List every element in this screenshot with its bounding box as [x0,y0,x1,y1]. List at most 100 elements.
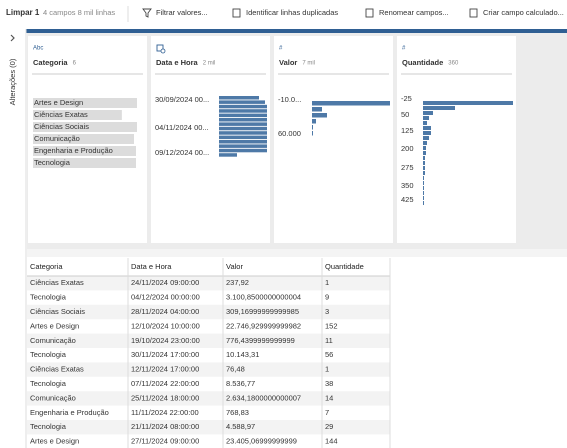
axis-label: 04/11/2024 00... [155,123,209,132]
histogram-bar[interactable] [423,181,424,185]
histogram-bar[interactable] [312,113,327,118]
histogram-bar[interactable] [219,118,267,122]
histogram-bar[interactable] [423,146,426,150]
field-name[interactable]: Quantidade [402,58,443,67]
histogram-bar[interactable] [423,121,427,125]
table-cell: 11/11/2024 22:00:00 [131,408,199,417]
histogram-bar[interactable] [219,109,267,113]
histogram-bar[interactable] [312,101,390,106]
histogram-bar[interactable] [219,153,237,157]
column-header[interactable]: Valor [226,262,243,271]
table-cell: 30/11/2024 17:00:00 [131,350,199,359]
type-icon: Abc [33,46,43,52]
histogram-bar[interactable] [219,113,267,118]
table-cell: 237,92 [226,278,249,287]
table-cell: 776,4399999999999 [226,336,295,345]
axis-label: 09/12/2024 00... [155,148,209,157]
histogram-bar[interactable] [219,126,267,131]
profile-card: # Valor 7 mil -10.0... 60.000 [274,36,393,243]
histogram-bar[interactable] [423,116,429,120]
table-cell: 11 [325,336,333,345]
row-stripe [27,391,390,406]
histogram-bar[interactable] [423,111,433,115]
histogram-bar[interactable] [423,136,429,140]
category-bar[interactable] [33,98,137,108]
profile-cards: Abc Categoria 6 Artes e Design Ciências Exat… [28,36,516,243]
histogram-bar[interactable] [219,140,267,144]
histogram-bar[interactable] [423,156,425,160]
table-cell: Tecnologia [30,422,67,431]
toolbar-button-label[interactable]: Renomear campos... [379,8,449,17]
histogram-bar[interactable] [423,191,424,195]
table-cell: 29 [325,422,333,431]
histogram-bar[interactable] [219,122,267,126]
table-cell: 9 [325,293,329,302]
table-cell: Ciências Sociais [30,307,85,316]
category-label[interactable]: Ciências Sociais [34,122,89,131]
histogram-bar[interactable] [312,119,316,124]
category-bar[interactable] [33,122,137,132]
histogram-bar[interactable] [423,131,431,135]
histogram-bar[interactable] [219,100,265,104]
histogram-bar[interactable] [423,196,424,200]
histogram-bar[interactable] [219,148,267,153]
histogram-bar[interactable] [219,104,267,109]
changes-label[interactable]: Alterações (0) [8,58,17,105]
category-label[interactable]: Ciências Exatas [34,110,88,119]
histogram-bar[interactable] [423,186,424,190]
histogram-bar[interactable] [423,141,427,145]
axis-label: 200 [401,144,414,153]
action-icon [365,8,374,18]
histogram-bar[interactable] [219,135,267,140]
table-cell: 28/11/2024 04:00:00 [131,307,199,316]
toolbar-button[interactable]: Renomear campos... [365,8,449,18]
histogram-bar[interactable] [423,201,424,205]
histogram-bar[interactable] [219,144,267,148]
histogram-bar[interactable] [423,171,425,175]
toolbar-button-label[interactable]: Filtrar valores... [156,8,208,17]
histogram-bar[interactable] [423,176,424,180]
toolbar-button-label[interactable]: Identificar linhas duplicadas [246,8,338,17]
row-stripe [27,420,390,435]
field-count: 6 [73,61,77,67]
table-cell: 3 [325,307,329,316]
histogram-bar[interactable] [423,101,513,105]
category-label[interactable]: Tecnologia [34,158,71,167]
toolbar-button[interactable]: Criar campo calculado... [469,8,564,18]
field-name[interactable]: Valor [279,58,297,67]
histogram-bar[interactable] [423,106,455,110]
column-header[interactable]: Data e Hora [131,262,172,271]
histogram-bar[interactable] [219,96,259,100]
category-bar[interactable] [33,146,136,156]
toolbar-button[interactable]: Identificar linhas duplicadas [232,8,338,18]
column-header[interactable]: Quantidade [325,262,364,271]
histogram-bar[interactable] [423,151,426,155]
toolbar [0,0,567,29]
histogram-bar[interactable] [312,107,322,112]
table-cell: 2.634,1800000000007 [226,393,301,402]
histogram-bar[interactable] [312,125,313,130]
axis-label: 425 [401,195,414,204]
table-cell: 76,48 [226,365,245,374]
field-name[interactable]: Data e Hora [156,58,199,67]
category-label[interactable]: Engenharia e Produção [34,146,113,155]
category-bar[interactable] [33,158,136,168]
field-name[interactable]: Categoria [33,58,68,67]
expand-chevron[interactable] [10,34,15,42]
column-header[interactable]: Categoria [30,262,63,271]
category-bar[interactable] [33,110,122,120]
toolbar-button-label[interactable]: Criar campo calculado... [483,8,564,17]
category-label[interactable]: Comunicação [34,134,80,143]
toolbar-button[interactable]: Filtrar valores... [142,8,208,18]
histogram-bar[interactable] [219,131,267,135]
table-cell: 1 [325,365,329,374]
axis-label: 60.000 [278,129,301,138]
histogram-bar[interactable] [312,131,313,136]
histogram-bar[interactable] [423,166,425,170]
category-bar[interactable] [33,134,134,144]
histogram-bar[interactable] [423,161,425,165]
type-icon: # [402,46,406,52]
category-label[interactable]: Artes e Design [34,98,83,107]
histogram-bar[interactable] [423,126,431,130]
